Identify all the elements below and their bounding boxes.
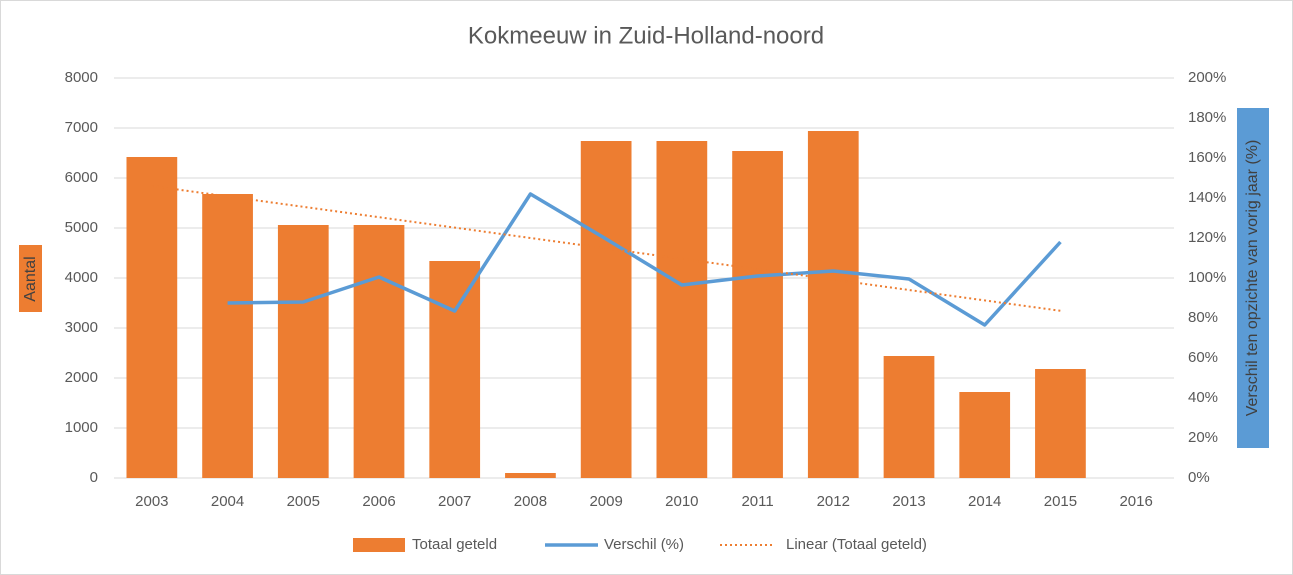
x-tick-label: 2008	[514, 493, 547, 510]
y-tick-label: 0	[90, 469, 98, 486]
bar	[202, 194, 253, 478]
y-axis-title-box	[19, 245, 42, 312]
x-tick-label: 2016	[1119, 493, 1152, 510]
y-tick-label: 3000	[65, 319, 98, 336]
y2-tick-label: 140%	[1188, 189, 1226, 206]
legend-label: Totaal geteld	[412, 536, 497, 553]
bar	[883, 356, 935, 478]
x-tick-label: 2014	[968, 493, 1001, 510]
x-tick-label: 2011	[741, 493, 773, 510]
y2-tick-label: 160%	[1188, 149, 1226, 166]
y2-axis-title-box	[1237, 108, 1269, 448]
y-tick-label: 7000	[65, 119, 98, 136]
legend-label: Linear (Totaal geteld)	[786, 536, 927, 553]
bar	[1035, 369, 1086, 478]
y2-tick-label: 20%	[1188, 429, 1218, 446]
y2-tick-label: 100%	[1188, 269, 1226, 286]
y-axis-title: Aantal	[22, 256, 39, 301]
bar	[732, 151, 783, 478]
y-tick-label: 6000	[65, 169, 98, 186]
bar	[353, 225, 405, 478]
chart-title: Kokmeeuw in Zuid-Holland-noord	[468, 22, 824, 49]
y2-tick-label: 200%	[1188, 69, 1226, 86]
y2-tick-label: 180%	[1188, 109, 1226, 126]
y-tick-label: 8000	[65, 69, 98, 86]
bar	[505, 473, 556, 478]
y2-tick-label: 120%	[1188, 229, 1226, 246]
y2-tick-label: 80%	[1188, 309, 1218, 326]
bar	[580, 141, 632, 478]
x-tick-label: 2006	[362, 493, 395, 510]
x-tick-label: 2005	[287, 493, 320, 510]
y-tick-label: 1000	[65, 419, 98, 436]
y2-tick-label: 60%	[1188, 349, 1218, 366]
bar	[429, 261, 481, 478]
bar	[807, 131, 859, 478]
x-tick-label: 2004	[211, 493, 244, 510]
y-tick-label: 4000	[65, 269, 98, 286]
y2-axis-title: Verschil ten opzichte van vorig jaar (%)	[1244, 140, 1261, 417]
bar	[277, 225, 329, 478]
y-tick-label: 5000	[65, 219, 98, 236]
x-tick-label: 2013	[892, 493, 925, 510]
x-tick-label: 2010	[665, 493, 698, 510]
x-tick-label: 2009	[589, 493, 622, 510]
bar	[126, 157, 178, 478]
x-tick-label: 2007	[438, 493, 471, 510]
legend-swatch	[353, 538, 405, 552]
x-tick-label: 2015	[1044, 493, 1077, 510]
y-tick-label: 2000	[65, 369, 98, 386]
x-tick-label: 2012	[817, 493, 850, 510]
legend-label: Verschil (%)	[604, 536, 684, 553]
line	[227, 192, 1062, 327]
y2-tick-label: 0%	[1188, 469, 1210, 486]
y2-tick-label: 40%	[1188, 389, 1218, 406]
bar	[959, 392, 1011, 478]
bar	[656, 141, 708, 478]
x-tick-label: 2003	[135, 493, 168, 510]
